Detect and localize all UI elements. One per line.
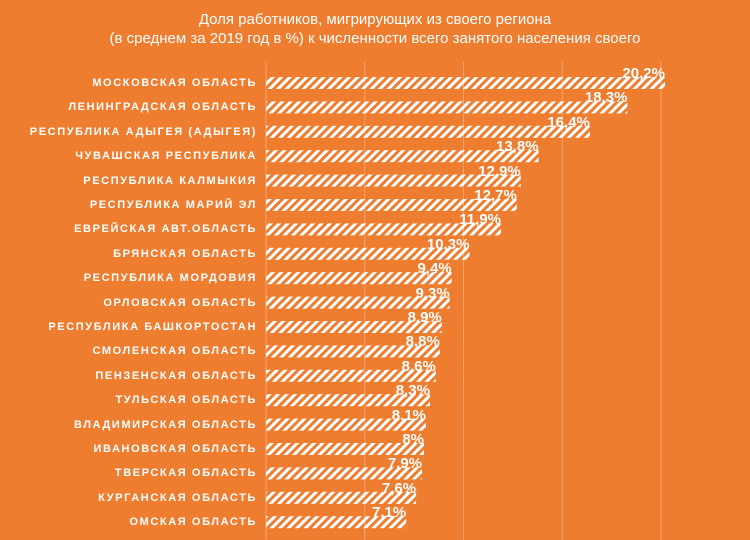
value-label: 16,4% xyxy=(547,113,590,131)
value-label: 8,8% xyxy=(405,333,440,351)
bar xyxy=(266,101,628,114)
value-label: 20,2% xyxy=(622,65,665,82)
bar xyxy=(266,272,452,285)
category-label: РЕСПУБЛИКА МОРДОВИЯ xyxy=(83,272,257,285)
bar xyxy=(266,247,470,260)
value-label: 13,8% xyxy=(496,138,539,156)
value-label: 8,9% xyxy=(407,309,442,326)
chart-title: Доля работников, мигрирующих из своего р… xyxy=(198,11,552,28)
category-label: РЕСПУБЛИКА КАЛМЫКИЯ xyxy=(83,174,257,187)
chart-subtitle: (в среднем за 2019 год в %) к численност… xyxy=(109,30,641,47)
bar xyxy=(266,125,590,138)
category-label: РЕСПУБЛИКА БАШКОРТОСТАН xyxy=(48,321,257,333)
value-label: 11,9% xyxy=(459,211,502,229)
bar xyxy=(266,369,436,382)
category-label: ПЕНЗЕНСКАЯ ОБЛАСТЬ xyxy=(95,369,257,382)
bar xyxy=(266,174,521,187)
value-label: 8,6% xyxy=(401,357,436,375)
category-label: ОМСКАЯ ОБЛАСТЬ xyxy=(129,516,257,529)
category-label: ОРЛОВСКАЯ ОБЛАСТЬ xyxy=(103,296,257,309)
bar xyxy=(266,223,502,236)
value-label: 7,1% xyxy=(372,504,407,522)
category-label: РЕСПУБЛИКА АДЫГЕЯ (АДЫГЕЯ) xyxy=(29,125,257,138)
value-label: 9,4% xyxy=(417,260,452,278)
category-label: БРЯНСКАЯ ОБЛАСТЬ xyxy=(113,247,257,260)
category-label: СМОЛЕНСКАЯ ОБЛАСТЬ xyxy=(92,345,257,358)
value-label: 8,3% xyxy=(395,382,430,400)
value-label: 8% xyxy=(402,431,424,448)
bar xyxy=(266,199,517,211)
bar xyxy=(266,321,442,333)
category-label: КУРГАНСКАЯ ОБЛАСТЬ xyxy=(98,491,257,504)
category-label: ЛЕНИНГРАДСКАЯ ОБЛАСТЬ xyxy=(68,101,257,114)
value-label: 7,9% xyxy=(387,455,423,473)
category-label: ИВАНОВСКАЯ ОБЛАСТЬ xyxy=(93,443,257,455)
bar xyxy=(266,516,407,529)
bar xyxy=(266,418,426,431)
category-label: ЧУВАШСКАЯ РЕСПУБЛИКА xyxy=(75,150,257,163)
bar xyxy=(266,443,424,455)
value-label: 9,3% xyxy=(415,284,450,302)
bar xyxy=(266,467,423,480)
bar xyxy=(266,394,430,407)
bar xyxy=(266,296,450,309)
bars xyxy=(266,77,665,529)
value-label: 12,7% xyxy=(474,187,517,204)
category-label: МОСКОВСКАЯ ОБЛАСТЬ xyxy=(92,77,257,89)
bar xyxy=(266,345,440,358)
value-label: 12,9% xyxy=(478,162,521,180)
value-label: 8,1% xyxy=(391,406,426,424)
value-label: 10,3% xyxy=(426,235,470,253)
value-label: 18,3% xyxy=(584,89,628,107)
category-label: ЕВРЕЙСКАЯ АВТ.ОБЛАСТЬ xyxy=(74,223,257,236)
category-label: ВЛАДИМИРСКАЯ ОБЛАСТЬ xyxy=(73,418,257,431)
bar xyxy=(266,491,417,504)
category-label: ТВЕРСКАЯ ОБЛАСТЬ xyxy=(114,467,257,480)
value-label: 7,6% xyxy=(381,479,417,497)
category-label: РЕСПУБЛИКА МАРИЙ ЭЛ xyxy=(89,199,257,211)
category-label: ТУЛЬСКАЯ ОБЛАСТЬ xyxy=(115,394,257,407)
bar xyxy=(266,77,665,89)
bar xyxy=(266,150,539,163)
